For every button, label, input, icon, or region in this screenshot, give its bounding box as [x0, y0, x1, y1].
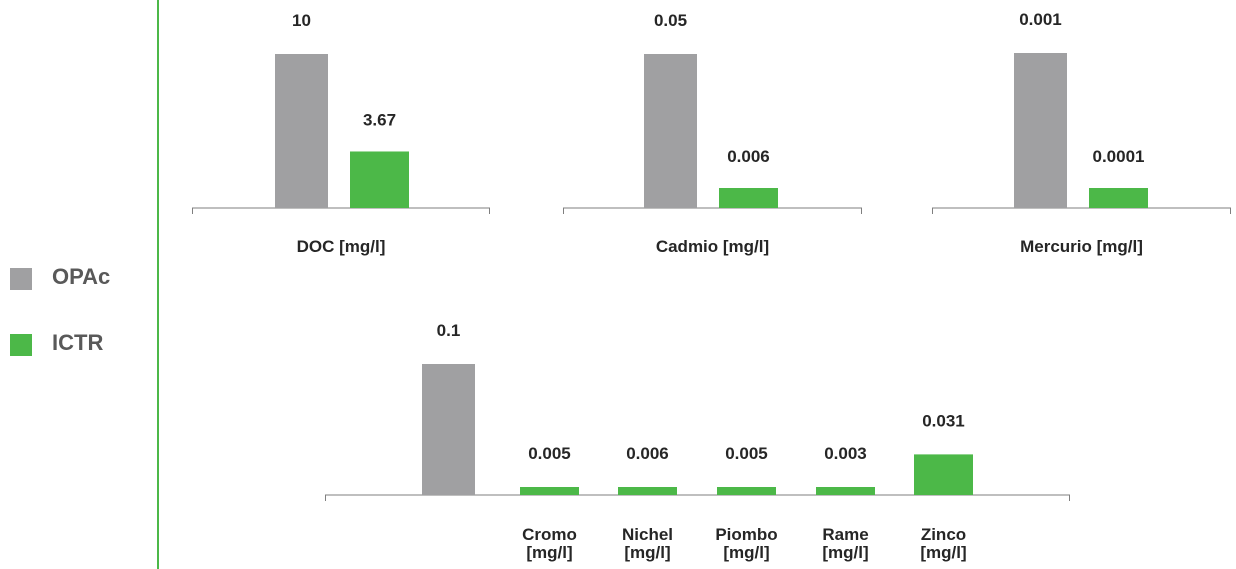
data-label-ictr-doc: 3.67: [363, 110, 396, 129]
legend-label-ictr: ICTR: [52, 330, 104, 355]
data-label-ictr-cromo: 0.005: [528, 444, 571, 463]
data-label-ictr-cadmio: 0.006: [727, 147, 770, 166]
legend-swatch-ictr: [10, 334, 32, 356]
legend-divider: [157, 0, 159, 569]
category-label-cromo: Cromo [mg/l]: [522, 525, 577, 562]
bar-opac-cadmio: [644, 54, 697, 208]
bar-ictr-nichel: [618, 487, 677, 495]
category-label-doc: DOC [mg/l]: [297, 237, 386, 256]
bar-ictr-cadmio: [719, 188, 778, 208]
bar-opac-cat0: [422, 364, 475, 495]
data-label-opac-cat0: 0.1: [437, 321, 461, 340]
bar-opac-doc: [275, 54, 328, 208]
bar-ictr-doc: [350, 151, 409, 208]
bar-ictr-zinco: [914, 454, 973, 495]
data-label-opac-doc: 10: [292, 11, 311, 30]
data-label-opac-cadmio: 0.05: [654, 11, 687, 30]
bar-ictr-mercurio: [1089, 188, 1148, 208]
data-label-ictr-zinco: 0.031: [922, 411, 965, 430]
bar-opac-mercurio: [1014, 53, 1067, 208]
data-label-ictr-mercurio: 0.0001: [1093, 147, 1145, 166]
category-label-piombo: Piombo [mg/l]: [715, 525, 777, 562]
bar-ictr-piombo: [717, 487, 776, 495]
data-label-ictr-rame: 0.003: [824, 444, 867, 463]
legend-swatch-opac: [10, 268, 32, 290]
legend-item-opac: OPAc: [10, 264, 110, 290]
category-label-mercurio: Mercurio [mg/l]: [1020, 237, 1143, 256]
category-label-rame: Rame [mg/l]: [822, 525, 868, 562]
data-label-ictr-nichel: 0.006: [626, 444, 669, 463]
bar-ictr-cromo: [520, 487, 579, 495]
data-label-ictr-piombo: 0.005: [725, 444, 768, 463]
category-label-nichel: Nichel [mg/l]: [622, 525, 673, 562]
category-label-zinco: Zinco [mg/l]: [920, 525, 966, 562]
data-label-opac-mercurio: 0.001: [1019, 10, 1062, 29]
legend-item-ictr: ICTR: [10, 330, 103, 356]
category-label-cadmio: Cadmio [mg/l]: [656, 237, 769, 256]
legend-label-opac: OPAc: [52, 264, 111, 289]
bar-ictr-rame: [816, 487, 875, 495]
